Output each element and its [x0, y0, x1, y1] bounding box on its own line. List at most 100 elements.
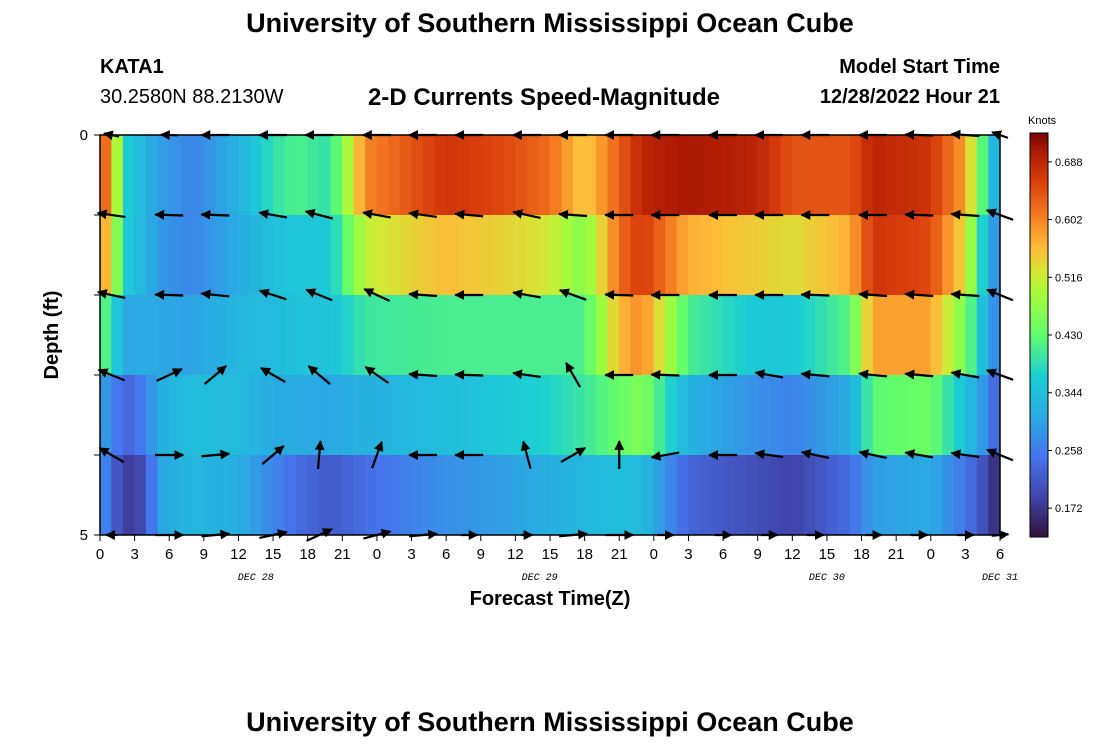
heatmap-cell	[342, 455, 355, 536]
heatmap-cell	[492, 455, 505, 536]
heatmap-cell	[895, 135, 909, 216]
heatmap-cell	[492, 375, 505, 456]
heatmap-cell	[388, 135, 401, 216]
heatmap-cell	[665, 215, 678, 296]
heatmap-cell	[861, 295, 874, 376]
heatmap-cell	[492, 215, 505, 296]
heatmap-cell	[769, 135, 782, 216]
heatmap-cell	[988, 375, 1001, 456]
heatmap-cell	[849, 455, 862, 536]
heatmap-cell	[688, 295, 701, 376]
heatmap-cell	[353, 455, 366, 536]
x-tick-label: 0	[373, 546, 381, 563]
heatmap-cell	[930, 295, 943, 376]
heatmap-cell	[157, 135, 170, 216]
heatmap-cell	[699, 455, 712, 536]
heatmap-cell	[722, 215, 736, 296]
heatmap-cell	[411, 375, 424, 456]
heatmap-cell	[503, 375, 516, 456]
heatmap-cell	[157, 215, 170, 296]
current-vector-arrow	[558, 209, 588, 220]
heatmap-cell	[226, 375, 239, 456]
heatmap-cell	[572, 375, 586, 456]
heatmap-cell	[353, 135, 366, 216]
heatmap-cell	[192, 375, 205, 456]
heatmap-cell	[226, 455, 239, 536]
heatmap-cell	[711, 135, 724, 216]
heatmap-cell	[780, 375, 793, 456]
heatmap-cell	[203, 215, 216, 296]
heatmap-cell	[815, 215, 828, 296]
heatmap-cell	[942, 375, 955, 456]
x-tick-label: 9	[477, 546, 485, 563]
heatmap-cell	[838, 455, 851, 536]
heatmap-cell	[434, 135, 447, 216]
heatmap-cell	[503, 455, 516, 536]
heatmap-cell	[561, 215, 574, 296]
heatmap-cell	[284, 215, 297, 296]
heatmap-cell	[549, 135, 562, 216]
colorbar-tick-label: 0.172	[1055, 503, 1083, 515]
heatmap-cell	[330, 455, 343, 536]
chart-subtitle: 2-D Currents Speed-Magnitude	[368, 84, 721, 111]
x-tick-label: 21	[888, 546, 905, 563]
heatmap-cell	[261, 375, 274, 456]
heatmap-cell	[272, 135, 286, 216]
heatmap-cell	[330, 375, 343, 456]
heatmap-cell	[192, 135, 205, 216]
current-vector-arrow	[858, 369, 888, 380]
current-vector-arrow	[156, 368, 183, 382]
heatmap-cell	[134, 215, 147, 296]
heatmap-cell	[111, 215, 124, 296]
heatmap-cell	[480, 455, 493, 536]
heatmap-cell	[711, 375, 724, 456]
heatmap-cell	[134, 375, 147, 456]
heatmap-cell	[884, 375, 897, 456]
heatmap-cell	[399, 455, 412, 536]
heatmap-cell	[676, 375, 689, 456]
heatmap-cell	[988, 135, 1001, 216]
heatmap-cell	[192, 215, 205, 296]
current-vector-arrow	[304, 208, 334, 220]
heatmap-cell	[630, 295, 643, 376]
heatmap-cell	[803, 455, 816, 536]
heatmap-cell	[226, 135, 239, 216]
heatmap-cell	[342, 295, 355, 376]
heatmap-cell	[180, 295, 193, 376]
heatmap-cell	[688, 455, 701, 536]
heatmap-cell	[642, 375, 655, 456]
heatmap-cell	[676, 295, 689, 376]
heatmap-cell	[861, 215, 874, 296]
heatmap-cell	[480, 215, 493, 296]
heatmap-cell	[319, 455, 332, 536]
heatmap-cell	[330, 135, 343, 216]
station-id: KATA1	[100, 56, 164, 78]
heatmap-cell	[838, 295, 851, 376]
heatmap-cell	[815, 295, 828, 376]
heatmap-cell	[849, 135, 862, 216]
heatmap-cell	[515, 135, 528, 216]
heatmap-cell	[411, 135, 424, 216]
heatmap-cell	[711, 295, 724, 376]
heatmap-cell	[665, 295, 678, 376]
heatmap-cell	[861, 375, 874, 456]
heatmap-cell	[99, 455, 112, 536]
heatmap-cell	[826, 295, 839, 376]
heatmap-cell	[942, 135, 955, 216]
heatmap-cell	[549, 295, 562, 376]
heatmap-cell	[203, 295, 216, 376]
heatmap-cell	[653, 455, 666, 536]
heatmap-cell	[180, 135, 193, 216]
heatmap-cell	[561, 455, 574, 536]
current-vector-arrow	[604, 289, 634, 300]
x-axis-title: Forecast Time(Z)	[470, 588, 631, 610]
heatmap-cell	[780, 135, 793, 216]
heatmap-cell	[630, 135, 643, 216]
x-tick-label: 6	[996, 546, 1004, 563]
heatmap-cell	[399, 295, 412, 376]
heatmap-cell	[503, 295, 516, 376]
heatmap-cell	[711, 215, 724, 296]
heatmap-cell	[549, 455, 562, 536]
heatmap-cell	[422, 375, 436, 456]
heatmap-cell	[526, 455, 539, 536]
